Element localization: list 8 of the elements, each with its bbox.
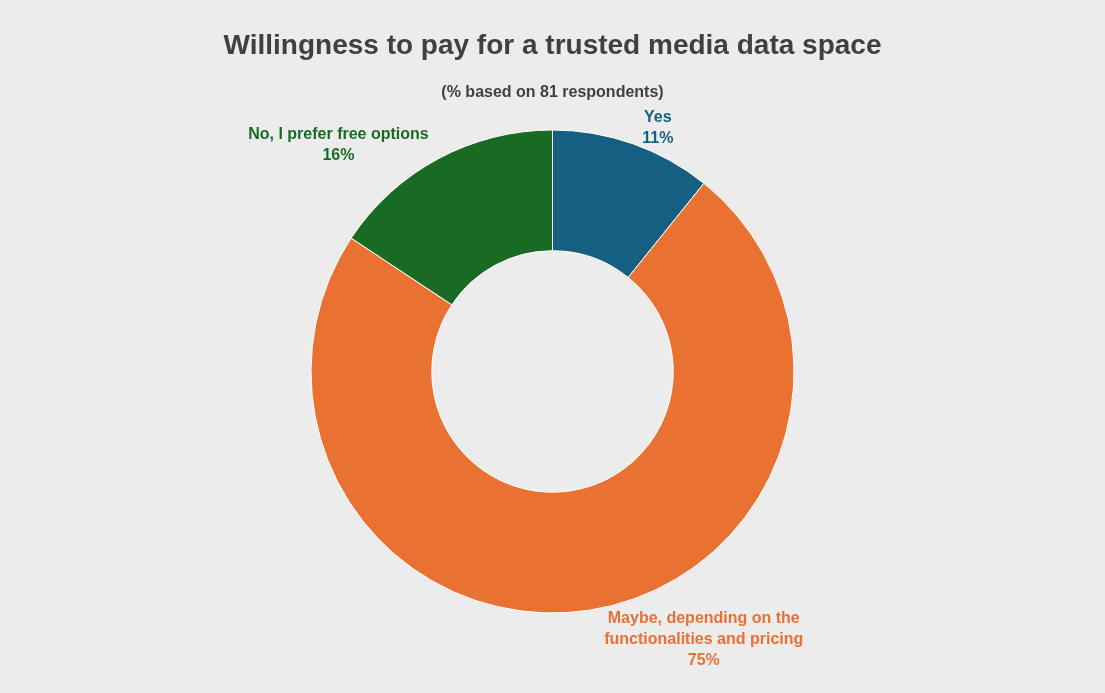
data-label: 11% <box>642 128 674 146</box>
chart-subtitle: (% based on 81 respondents) <box>441 83 664 101</box>
data-label: 16% <box>322 145 355 163</box>
slice-label: No, I prefer free options <box>248 125 429 143</box>
chart-title: Willingness to pay for a trusted media data space <box>223 29 882 61</box>
slice-label: Yes <box>643 108 672 126</box>
data-label: 75% <box>687 651 720 669</box>
slice-label: Maybe, depending on the functionalities and pricing <box>604 609 804 648</box>
